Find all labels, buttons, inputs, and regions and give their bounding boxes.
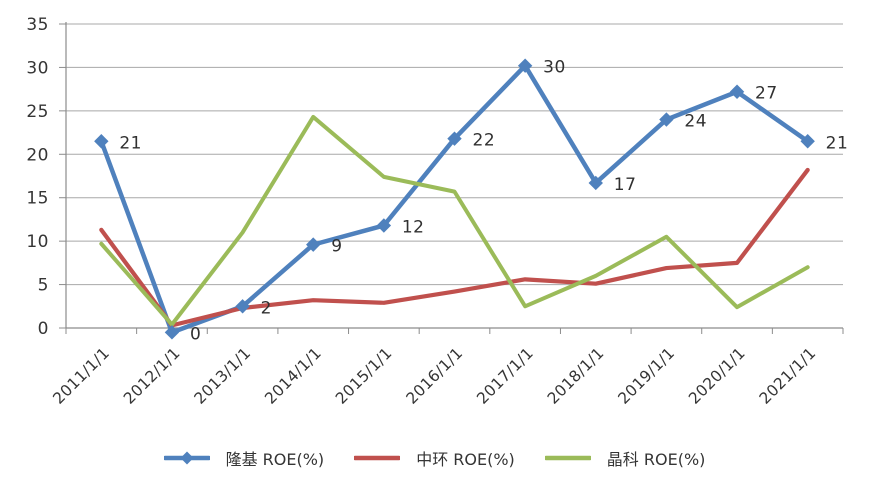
- y-tick-label: 15: [26, 189, 49, 209]
- legend-swatch-jingke: [544, 455, 591, 461]
- series-line-jingke: [99, 114, 810, 327]
- legend-diamond-icon: [180, 451, 194, 465]
- x-tick-label: 2017/1/1: [473, 344, 537, 408]
- y-tick-label: 30: [26, 58, 49, 78]
- data-point-marker-longji: [517, 58, 533, 73]
- data-label-longji: 0: [190, 324, 201, 344]
- data-point-marker-longji: [659, 112, 674, 127]
- x-tick-label: 2018/1/1: [544, 344, 608, 408]
- data-point-marker-longji: [235, 299, 250, 314]
- legend-item-longji: 隆基 ROE(%): [163, 446, 325, 470]
- x-tick-label: 2012/1/1: [120, 344, 184, 408]
- legend-swatch-zhonghuan: [354, 455, 401, 461]
- legend-label-jingke: 晶科 ROE(%): [606, 450, 706, 469]
- x-tick-label: 2020/1/1: [685, 344, 749, 408]
- y-tick-label: 25: [26, 102, 49, 122]
- y-tick-label: 5: [38, 276, 49, 296]
- x-tick-label: 2016/1/1: [403, 344, 467, 408]
- x-tick-label: 2014/1/1: [261, 344, 325, 408]
- x-tick-label: 2019/1/1: [615, 344, 679, 408]
- legend-label-longji: 隆基 ROE(%): [225, 450, 325, 469]
- data-label-longji: 12: [402, 218, 425, 238]
- x-tick-label: 2015/1/1: [332, 344, 396, 408]
- data-point-marker-longji: [376, 218, 392, 233]
- data-label-longji: 21: [119, 133, 142, 153]
- data-point-marker-longji: [800, 134, 815, 149]
- y-tick-label: 10: [26, 232, 49, 252]
- data-label-longji: 27: [755, 84, 778, 104]
- x-tick-label: 2021/1/1: [756, 344, 820, 408]
- data-point-marker-longji: [164, 325, 180, 340]
- legend-item-jingke: 晶科 ROE(%): [544, 446, 706, 470]
- data-point-marker-longji: [729, 84, 745, 99]
- data-point-marker-longji: [306, 237, 321, 252]
- x-tick-label: 2013/1/1: [191, 344, 255, 408]
- legend-label-zhonghuan: 中环 ROE(%): [416, 450, 515, 469]
- data-point-marker-longji: [447, 131, 462, 146]
- data-label-longji: 21: [826, 133, 849, 153]
- data-label-longji: 24: [684, 112, 707, 132]
- x-tick-label: 2011/1/1: [49, 344, 113, 408]
- data-label-longji: 30: [543, 58, 566, 78]
- data-point-marker-longji: [94, 134, 109, 149]
- legend-item-zhonghuan: 中环 ROE(%): [354, 446, 515, 470]
- series-line-zhonghuan: [99, 167, 810, 328]
- chart-legend: 隆基 ROE(%) 中环 ROE(%) 晶科 ROE(%): [0, 440, 869, 476]
- data-label-longji: 17: [614, 175, 637, 195]
- data-point-marker-longji: [588, 175, 603, 191]
- data-label-longji: 9: [331, 237, 342, 257]
- legend-swatch-longji: [163, 451, 210, 465]
- y-tick-label: 20: [26, 145, 49, 165]
- y-tick-label: 35: [26, 15, 49, 35]
- data-label-longji: 22: [473, 131, 496, 151]
- data-label-longji: 2: [261, 298, 272, 318]
- y-tick-label: 0: [38, 319, 49, 339]
